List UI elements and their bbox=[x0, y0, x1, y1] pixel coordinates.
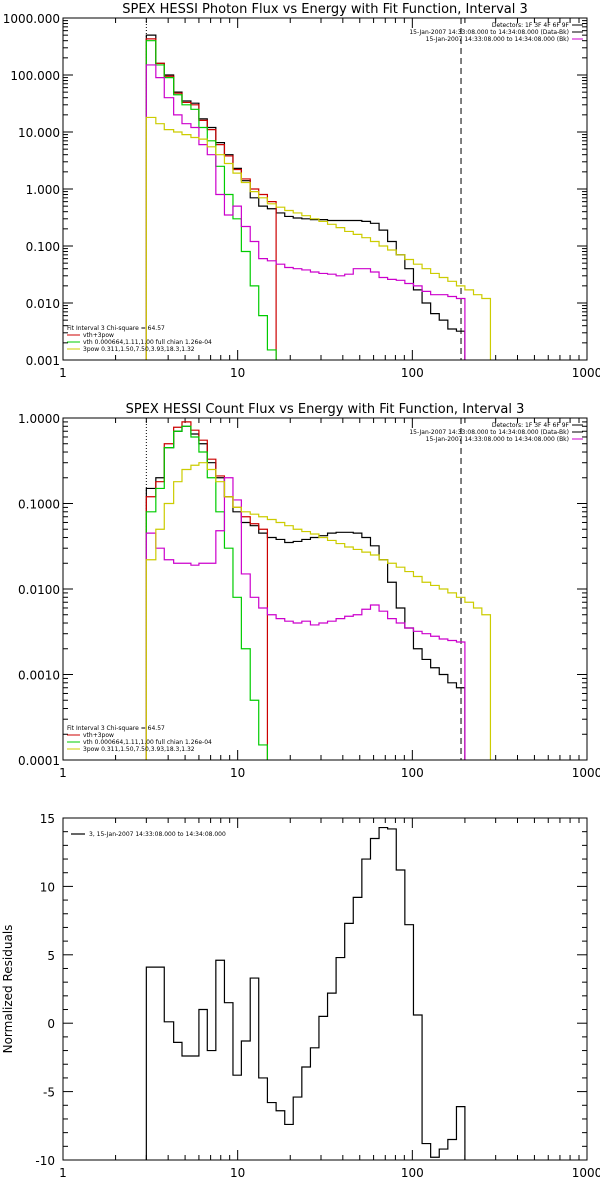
header-line: 15-Jan-2007 14:33:08.000 to 14:34:08.000… bbox=[409, 29, 569, 36]
series-line-1 bbox=[145, 425, 466, 760]
legend-entry: Fit Interval 3 Chi-square = 64.57 bbox=[67, 725, 165, 732]
legend-entry: 3pow 0.311,1.50,7.50,3.93,18.3,1.32 bbox=[83, 746, 195, 753]
y-tick-label: 1.000 bbox=[26, 183, 60, 197]
chart-panel-3: 1 10 100 1000 -10 -5 0 5 10 15 Normalized Residual… bbox=[1, 812, 600, 1180]
series-line-5 bbox=[145, 116, 492, 360]
header-line: Detectors: 1F 3F 4F 6F 9F bbox=[492, 22, 570, 29]
legend-entry: 3, 15-Jan-2007 14:33:08.000 to 14:34:08.… bbox=[89, 831, 226, 838]
x-tick-label: 1000 bbox=[572, 366, 600, 380]
legend-entry: vth 0.000664,1.11,1.00 full chian 1.26e-… bbox=[83, 739, 212, 746]
y-tick-label: 5 bbox=[47, 949, 55, 963]
series-line-2 bbox=[145, 38, 277, 360]
chart-title: SPEX HESSI Count Flux vs Energy with Fit… bbox=[126, 402, 525, 417]
series-line-4 bbox=[145, 477, 466, 760]
header-line: 15-Jan-2007 14:33:08.000 to 14:34:08.000… bbox=[426, 36, 569, 43]
y-tick-label: 0.1000 bbox=[18, 498, 60, 512]
legend-entry: vth+3pow bbox=[83, 332, 114, 339]
legend-entry: vth 0.000664,1.11,1.00 full chian 1.26e-… bbox=[83, 339, 212, 346]
legend-entry: vth+3pow bbox=[83, 732, 114, 739]
x-tick-label: 10 bbox=[230, 1166, 245, 1180]
y-tick-label: 0.0001 bbox=[18, 754, 60, 768]
series-line-3 bbox=[145, 40, 277, 360]
x-tick-label: 10 bbox=[230, 366, 245, 380]
x-tick-label: 1 bbox=[59, 366, 67, 380]
series-line-3 bbox=[145, 425, 269, 760]
series-line-4 bbox=[145, 64, 466, 360]
plot-frame bbox=[62, 17, 588, 361]
x-tick-label: 1000 bbox=[572, 1166, 600, 1180]
chart-panel-1: SPEX HESSI Photon Flux vs Energy with Fi… bbox=[3, 2, 600, 380]
y-tick-label: 0.010 bbox=[26, 297, 60, 311]
y-tick-label: -10 bbox=[35, 1154, 55, 1168]
chart-panel-2: SPEX HESSI Count Flux vs Energy with Fit… bbox=[18, 402, 600, 780]
x-tick-label: 100 bbox=[401, 766, 424, 780]
header-line: 15-Jan-2007 14:33:08.000 to 14:34:08.000… bbox=[426, 436, 569, 443]
y-tick-label: 0.100 bbox=[26, 240, 60, 254]
x-tick-label: 10 bbox=[230, 766, 245, 780]
header-line: Detectors: 1F 3F 4F 6F 9F bbox=[492, 422, 570, 429]
chart-title: SPEX HESSI Photon Flux vs Energy with Fi… bbox=[122, 2, 528, 17]
y-tick-label: -5 bbox=[43, 1086, 55, 1100]
x-tick-label: 100 bbox=[401, 1166, 424, 1180]
plot-frame bbox=[62, 417, 588, 761]
series-line-1 bbox=[145, 34, 466, 360]
y-tick-label: 15 bbox=[40, 812, 55, 826]
x-tick-label: 1000 bbox=[572, 766, 600, 780]
y-tick-label: 0.0010 bbox=[18, 669, 60, 683]
y-tick-label: 0 bbox=[47, 1017, 55, 1031]
legend-entry: 3pow 0.311,1.50,7.50,3.93,18.3,1.32 bbox=[83, 346, 195, 353]
header-line: 15-Jan-2007 14:33:08.000 to 14:34:08.000… bbox=[409, 429, 569, 436]
y-tick-label: 10 bbox=[40, 880, 55, 894]
y-tick-label: 0.0100 bbox=[18, 583, 60, 597]
y-tick-label: 0.001 bbox=[26, 354, 60, 368]
y-tick-label: 1.0000 bbox=[18, 412, 60, 426]
y-tick-label: 10.000 bbox=[18, 126, 60, 140]
y-tick-label: 100.000 bbox=[10, 69, 60, 83]
y-axis-label: Normalized Residuals bbox=[1, 925, 15, 1054]
series-line-5 bbox=[145, 462, 492, 760]
x-tick-label: 100 bbox=[401, 366, 424, 380]
x-tick-label: 1 bbox=[59, 1166, 67, 1180]
y-tick-label: 1000.000 bbox=[3, 12, 60, 26]
plot-frame bbox=[62, 817, 588, 1161]
x-tick-label: 1 bbox=[59, 766, 67, 780]
legend-entry: Fit Interval 3 Chi-square = 64.57 bbox=[67, 325, 165, 332]
series-line-1 bbox=[145, 826, 466, 1160]
